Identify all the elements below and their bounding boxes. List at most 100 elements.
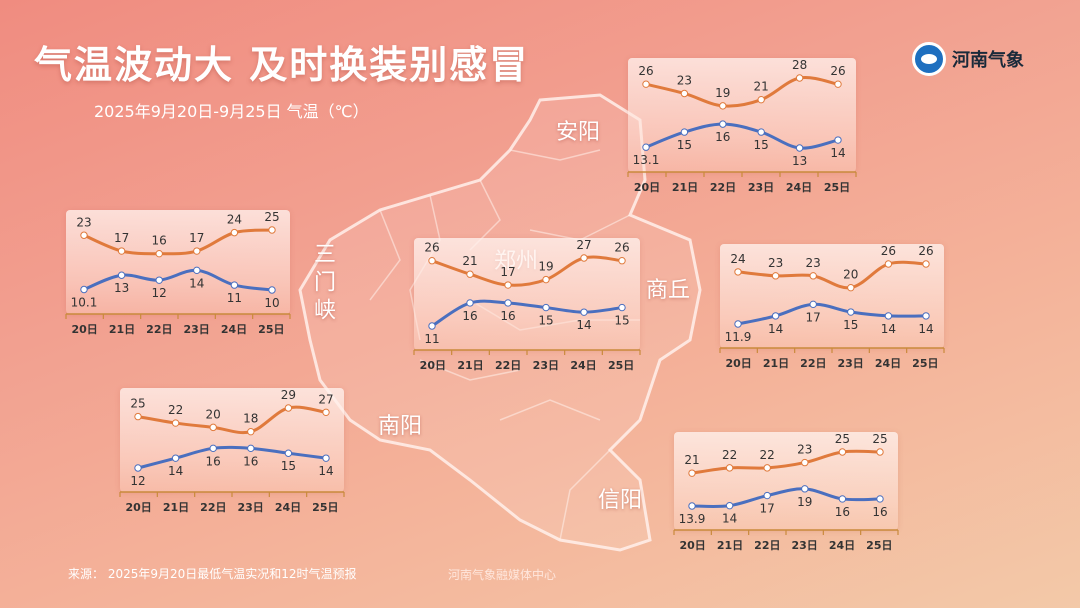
high-temp-point xyxy=(847,283,855,292)
low-temp-data-label: 10 xyxy=(264,296,279,310)
low-temp-data-label: 15 xyxy=(843,318,858,332)
low-temp-data-label: 14 xyxy=(830,146,845,160)
high-temp-point xyxy=(838,448,847,456)
low-temp-point xyxy=(322,454,330,462)
credit-watermark: 河南气象融媒体中心 xyxy=(448,568,557,582)
high-temp-data-label: 26 xyxy=(881,244,896,258)
x-tick-label: 20日 xyxy=(726,357,752,370)
low-temp-data-label: 16 xyxy=(835,505,850,519)
low-temp-data-label: 16 xyxy=(715,130,730,144)
low-temp-data-label: 17 xyxy=(760,502,775,516)
chart-panel-zhengzhou: 20日 21日 22日 23日 24日 25日 26 21 17 19 27 26 11 16 16 15 14… xyxy=(413,238,641,372)
low-temp-data-label: 14 xyxy=(168,464,183,478)
high-temp-point xyxy=(134,412,142,421)
high-temp-point xyxy=(688,469,696,477)
chart-panel-xinyang: 20日 21日 22日 23日 24日 25日 21 22 22 23 25 25 13.9 14 17 19… xyxy=(673,432,899,552)
low-temp-line xyxy=(430,299,624,328)
high-temp-data-label: 16 xyxy=(152,234,167,248)
low-temp-point xyxy=(725,501,734,510)
high-temp-point xyxy=(757,95,765,104)
low-temp-point xyxy=(284,449,293,457)
high-temp-data-label: 21 xyxy=(684,453,699,467)
high-temp-data-label: 23 xyxy=(797,443,812,457)
x-tick-label: 24日 xyxy=(829,539,855,552)
low-temp-data-label: 11 xyxy=(424,332,439,346)
low-temp-data-label: 14 xyxy=(722,512,737,526)
high-temp-point xyxy=(193,247,201,255)
high-temp-point xyxy=(284,404,293,412)
high-temp-point xyxy=(795,74,804,82)
high-temp-data-label: 23 xyxy=(76,215,91,229)
high-temp-data-label: 19 xyxy=(538,260,553,274)
low-temp-point xyxy=(809,300,817,309)
x-tick-label: 20日 xyxy=(634,181,660,194)
low-temp-point xyxy=(734,320,742,328)
high-temp-point xyxy=(771,272,780,280)
high-temp-data-label: 27 xyxy=(318,392,333,406)
x-tick-label: 23日 xyxy=(792,539,818,552)
high-temp-data-label: 17 xyxy=(500,265,515,279)
high-temp-data-label: 21 xyxy=(462,254,477,268)
page-subtitle: 2025年9月20日-9月25日 气温（℃） xyxy=(94,102,369,121)
low-temp-point xyxy=(795,144,804,152)
high-temp-point xyxy=(801,458,809,467)
x-tick-label: 21日 xyxy=(109,323,135,336)
city-label-sanmenxia: 三门峡 xyxy=(310,242,335,326)
high-temp-point xyxy=(428,257,436,265)
low-temp-point xyxy=(466,299,474,307)
high-temp-data-label: 26 xyxy=(918,244,933,258)
low-temp-point xyxy=(247,444,255,453)
low-temp-data-label: 14 xyxy=(576,318,591,332)
high-temp-data-label: 23 xyxy=(806,256,821,270)
low-temp-point xyxy=(884,312,893,320)
high-temp-point xyxy=(171,419,180,427)
temperature-chart: 20日 21日 22日 23日 24日 25日 24 23 23 20 26 26 11.9 14 17 15… xyxy=(719,244,945,370)
high-temp-point xyxy=(618,257,626,265)
high-temp-data-label: 26 xyxy=(638,64,653,78)
high-temp-point xyxy=(209,423,217,432)
temperature-chart: 20日 21日 22日 23日 24日 25日 25 22 20 18 29 27 12 14 16 16 15… xyxy=(119,388,345,514)
x-tick-label: 24日 xyxy=(875,357,901,370)
x-tick-label: 25日 xyxy=(912,357,938,370)
high-temp-point xyxy=(117,247,126,255)
low-temp-data-label: 11.9 xyxy=(725,330,752,344)
high-temp-point xyxy=(680,89,689,98)
high-temp-point xyxy=(734,268,742,276)
low-temp-data-label: 10.1 xyxy=(71,296,98,310)
low-temp-point xyxy=(618,303,626,312)
chart-panel-sanmenxia: 20日 21日 22日 23日 24日 25日 23 17 16 17 24 25 10.1 13 12 14… xyxy=(65,210,291,336)
low-temp-data-label: 13 xyxy=(114,281,129,295)
high-temp-point xyxy=(642,80,650,88)
high-temp-data-label: 26 xyxy=(614,241,629,255)
high-temp-line xyxy=(82,228,274,256)
low-temp-point xyxy=(209,444,217,453)
low-temp-point xyxy=(542,303,550,312)
source-note: 来源： 2025年9月20日最低气温实况和12时气温预报 xyxy=(68,567,357,581)
low-temp-data-label: 16 xyxy=(872,505,887,519)
high-temp-data-label: 17 xyxy=(189,231,204,245)
low-temp-data-label: 14 xyxy=(318,464,333,478)
x-tick-label: 23日 xyxy=(184,323,210,336)
high-temp-data-label: 18 xyxy=(243,412,258,426)
temperature-chart: 20日 21日 22日 23日 24日 25日 23 17 16 17 24 25 10.1 13 12 14… xyxy=(65,210,291,336)
x-tick-label: 24日 xyxy=(275,501,301,514)
low-temp-point xyxy=(757,128,765,136)
low-temp-data-label: 16 xyxy=(500,309,515,323)
x-tick-label: 23日 xyxy=(533,359,559,372)
high-temp-data-label: 22 xyxy=(722,448,737,462)
low-temp-point xyxy=(688,502,696,510)
high-temp-data-label: 20 xyxy=(206,407,221,421)
low-temp-point xyxy=(504,299,512,307)
x-tick-label: 21日 xyxy=(457,359,483,372)
x-tick-label: 22日 xyxy=(710,181,736,194)
high-temp-line xyxy=(736,260,928,290)
low-temp-point xyxy=(580,308,588,316)
high-temp-point xyxy=(922,260,930,268)
high-temp-data-label: 29 xyxy=(281,388,296,402)
low-temp-point xyxy=(642,143,650,151)
low-temp-point xyxy=(838,495,847,503)
high-temp-data-label: 24 xyxy=(227,213,242,227)
low-temp-data-label: 11 xyxy=(227,291,242,305)
high-temp-data-label: 27 xyxy=(576,238,591,252)
city-label-xinyang: 信阳 xyxy=(598,488,643,513)
